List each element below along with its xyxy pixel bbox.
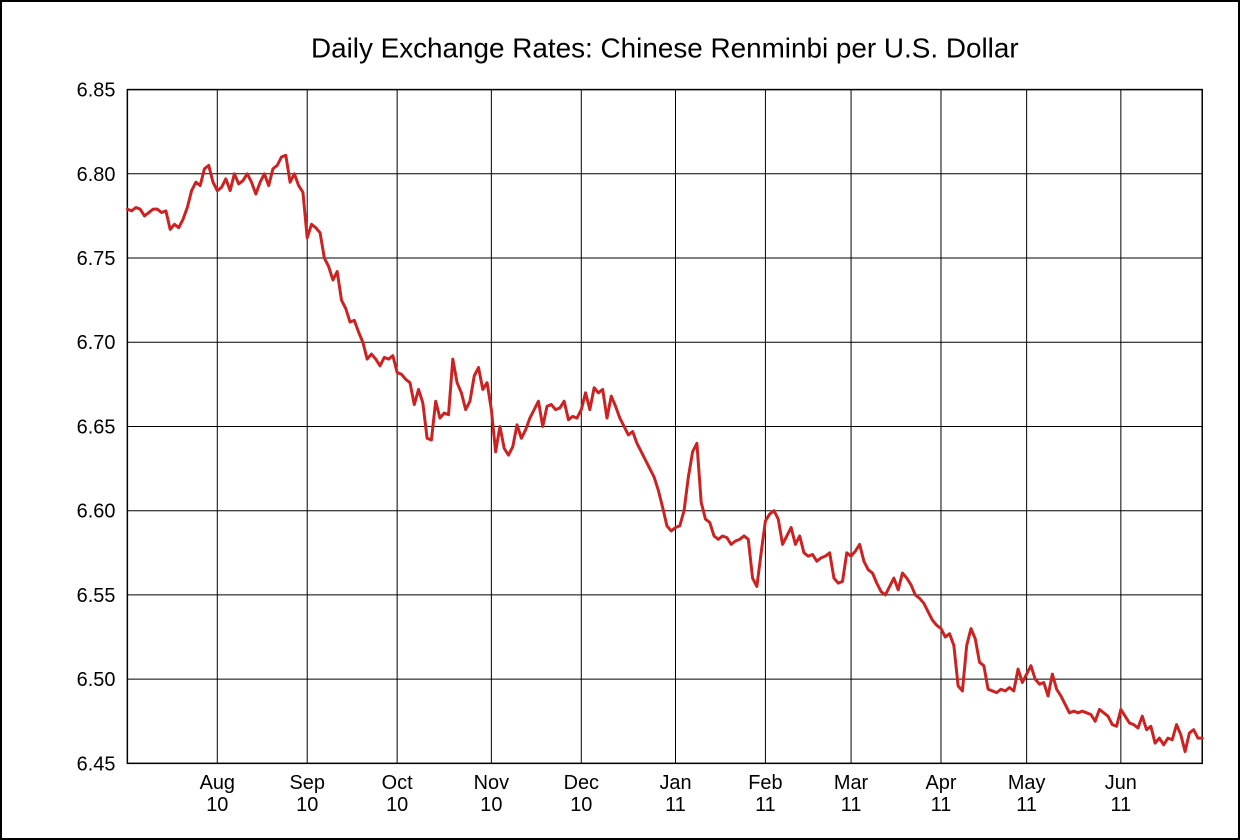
xtick-month: Nov <box>474 772 509 794</box>
ytick-label: 6.65 <box>77 416 116 438</box>
xtick-month: Feb <box>748 772 782 794</box>
xtick-year: 11 <box>665 794 686 816</box>
ytick-label: 6.60 <box>77 501 116 523</box>
ytick-label: 6.45 <box>77 753 116 775</box>
xtick-month: Apr <box>926 772 957 794</box>
ytick-label: 6.80 <box>77 164 116 186</box>
ytick-label: 6.50 <box>77 669 116 691</box>
xtick-month: Jun <box>1105 772 1137 794</box>
chart-title: Daily Exchange Rates: Chinese Renminbi p… <box>311 33 1019 64</box>
xtick-year: 10 <box>480 794 502 816</box>
line-chart: Daily Exchange Rates: Chinese Renminbi p… <box>2 2 1238 838</box>
xtick-year: 11 <box>1111 794 1132 816</box>
xtick-year: 10 <box>296 794 318 816</box>
ytick-label: 6.55 <box>77 585 116 607</box>
ytick-label: 6.70 <box>77 332 116 354</box>
xtick-month: Aug <box>200 772 235 794</box>
xtick-month: May <box>1008 772 1046 794</box>
xtick-year: 11 <box>755 794 776 816</box>
xtick-year: 10 <box>570 794 592 816</box>
xtick-month: Jan <box>659 772 691 794</box>
xtick-month: Mar <box>834 772 869 794</box>
chart-frame: Daily Exchange Rates: Chinese Renminbi p… <box>0 0 1240 840</box>
xtick-year: 11 <box>1016 794 1037 816</box>
xtick-year: 10 <box>386 794 408 816</box>
xtick-year: 11 <box>931 794 952 816</box>
xtick-year: 10 <box>206 794 228 816</box>
ytick-label: 6.85 <box>77 80 116 102</box>
xtick-month: Sep <box>290 772 325 794</box>
xtick-month: Dec <box>564 772 599 794</box>
xtick-month: Oct <box>382 772 413 794</box>
ytick-label: 6.75 <box>77 248 116 270</box>
xtick-year: 11 <box>841 794 862 816</box>
